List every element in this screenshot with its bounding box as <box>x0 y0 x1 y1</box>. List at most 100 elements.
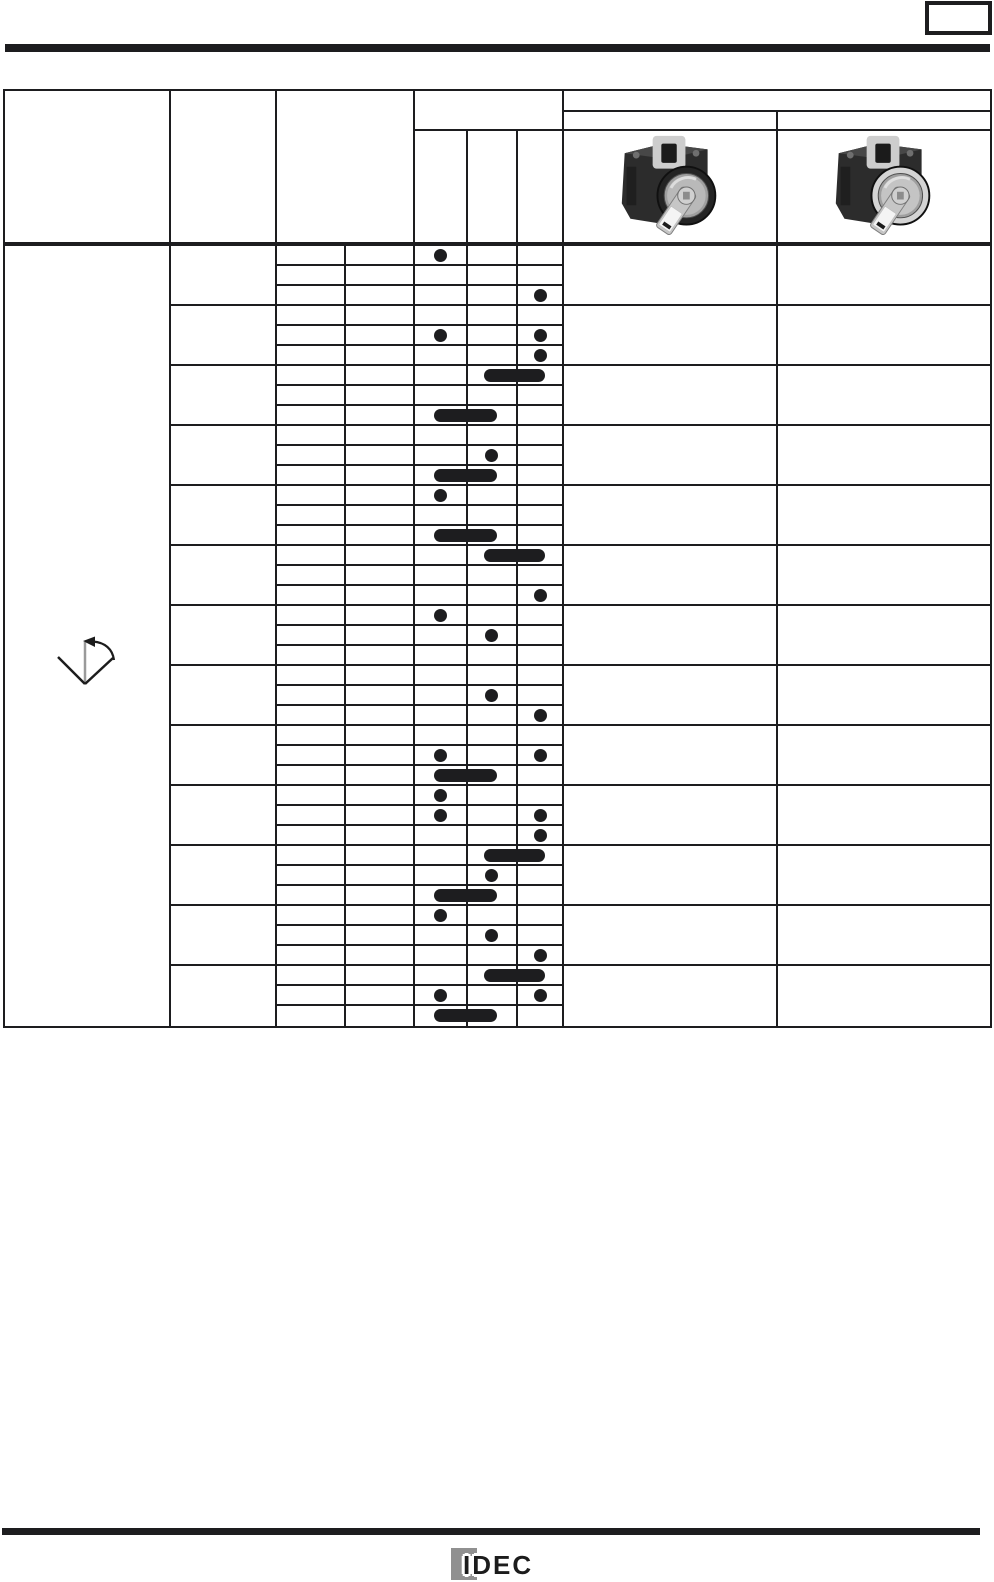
contact-dot-c <box>485 449 498 462</box>
contact-strip <box>415 526 564 546</box>
contact-dot-l <box>434 489 447 502</box>
circuit-cell-b <box>346 586 415 606</box>
part-number-cell-right <box>778 366 990 426</box>
contact-bar-lc <box>434 469 497 482</box>
spec-table <box>3 89 992 1028</box>
column-divider <box>516 646 518 664</box>
circuit-cell-a <box>277 826 346 846</box>
circuit-cell-a <box>277 866 346 886</box>
contact-strip <box>415 586 564 606</box>
column-divider <box>516 131 518 242</box>
part-number-cell-right <box>778 666 990 726</box>
circuit-cell-a <box>277 486 346 506</box>
column-divider <box>466 966 468 984</box>
column-divider <box>466 986 468 1004</box>
contact-strip <box>415 986 564 1006</box>
column-divider <box>466 786 468 804</box>
part-number-cell-left <box>564 606 778 666</box>
contact-dot-r <box>534 589 547 602</box>
column-divider <box>466 666 468 684</box>
contact-bar-cr <box>484 549 545 562</box>
circuit-cell-a <box>277 626 346 646</box>
circuit-cell-b <box>346 866 415 886</box>
contact-strip <box>415 506 564 526</box>
part-number-cell-left <box>564 246 778 306</box>
column-divider <box>466 286 468 304</box>
rotation-return-arrow-icon <box>92 640 116 661</box>
column-divider <box>516 426 518 444</box>
circuit-cell-a <box>277 686 346 706</box>
circuit-cell-a <box>277 406 346 426</box>
circuit-cell-a <box>277 966 346 986</box>
column-divider <box>516 246 518 264</box>
circuit-cell-b <box>346 626 415 646</box>
logo-square <box>451 1548 477 1580</box>
column-divider <box>516 406 518 424</box>
column-divider <box>466 426 468 444</box>
contact-strip <box>415 626 564 646</box>
contact-dot-r <box>534 809 547 822</box>
circuit-cell-b <box>346 346 415 366</box>
contact-dot-r <box>534 989 547 1002</box>
spec-table-grid <box>5 91 990 1026</box>
contact-dot-r <box>534 949 547 962</box>
column-divider <box>516 266 518 284</box>
contact-strip <box>415 926 564 946</box>
contact-bar-lc <box>434 409 497 422</box>
circuit-cell-b <box>346 386 415 406</box>
contact-strip <box>415 946 564 966</box>
circuit-cell-a <box>277 726 346 746</box>
column-divider <box>466 806 468 824</box>
part-number-cell-left <box>564 366 778 426</box>
column-divider <box>516 386 518 404</box>
contact-strip <box>415 366 564 386</box>
contact-bar-cr <box>484 369 545 382</box>
contact-strip <box>415 346 564 366</box>
contact-strip <box>415 786 564 806</box>
circuit-cell-b <box>346 646 415 666</box>
column-divider <box>466 866 468 884</box>
circuit-cell-b <box>346 886 415 906</box>
circuit-cell-b <box>346 986 415 1006</box>
contact-strip <box>415 266 564 286</box>
column-divider <box>516 786 518 804</box>
column-divider <box>516 566 518 584</box>
style-cell <box>171 546 277 606</box>
part-number-cell-right <box>778 546 990 606</box>
column-divider <box>466 506 468 524</box>
circuit-cell-a <box>277 546 346 566</box>
contact-dot-l <box>434 789 447 802</box>
contact-strip <box>415 326 564 346</box>
part-number-cell-left <box>564 966 778 1026</box>
style-cell <box>171 246 277 306</box>
part-number-cell-right <box>778 846 990 906</box>
contact-dot-r <box>534 329 547 342</box>
contact-bar-lc <box>434 529 497 542</box>
product-group-header <box>564 91 990 112</box>
column-divider <box>516 766 518 784</box>
circuit-cell-b <box>346 966 415 986</box>
operator-position-symbol <box>57 636 116 685</box>
part-number-cell-right <box>778 606 990 666</box>
column-divider <box>516 466 518 484</box>
column-divider <box>466 926 468 944</box>
contact-bar-lc <box>434 1009 497 1022</box>
circuit-cell-a <box>277 366 346 386</box>
page-number-box <box>925 1 992 35</box>
circuit-cell-b <box>346 406 415 426</box>
column-divider <box>516 946 518 964</box>
contact-strip <box>415 766 564 786</box>
circuit-cell-a <box>277 266 346 286</box>
contact-strip <box>415 1006 564 1026</box>
column-divider <box>516 486 518 504</box>
contact-strip <box>415 546 564 566</box>
column-divider <box>516 346 518 364</box>
contact-dot-r <box>534 709 547 722</box>
column-divider <box>466 386 468 404</box>
column-divider <box>466 646 468 664</box>
circuit-cell-a <box>277 706 346 726</box>
circuit-cell-a <box>277 846 346 866</box>
contact-bar-cr <box>484 969 545 982</box>
part-number-cell-right <box>778 306 990 366</box>
style-cell <box>171 366 277 426</box>
